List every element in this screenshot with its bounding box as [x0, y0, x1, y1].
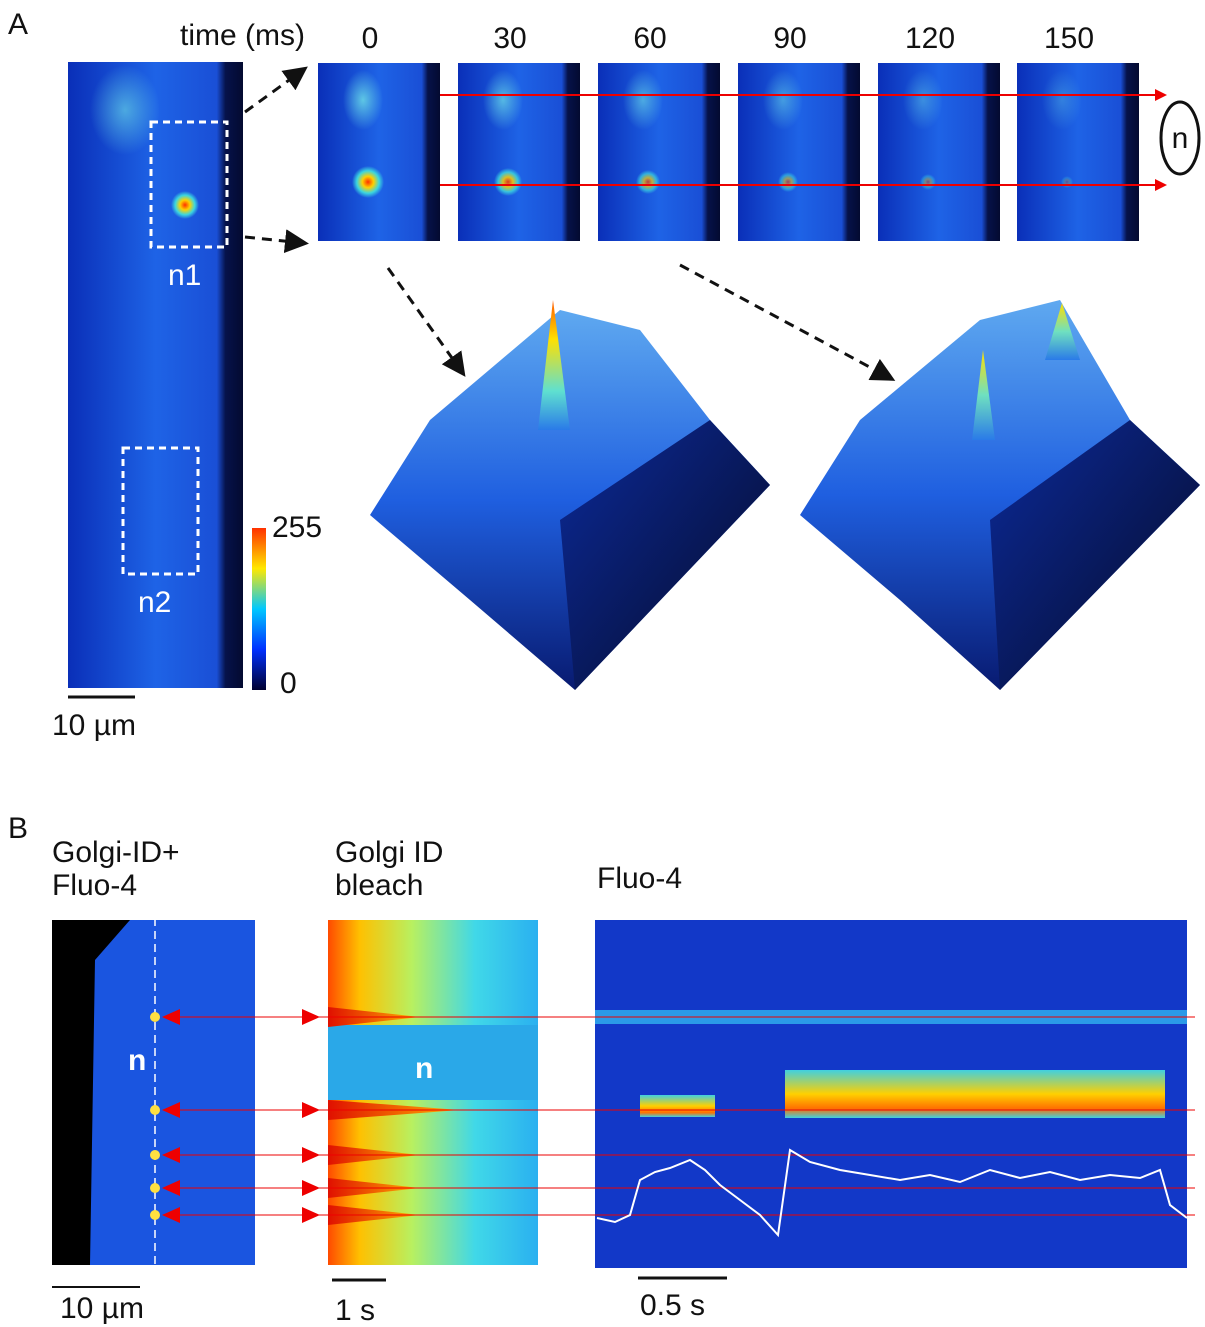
- fluo-band: [640, 1095, 715, 1117]
- frame-glow: [623, 70, 663, 130]
- fluo-band: [785, 1070, 1165, 1118]
- arrow-head: [302, 1147, 320, 1163]
- scale-bar-label: 10 µm: [52, 709, 136, 742]
- surface-plot: [800, 300, 1200, 690]
- scale-bar-label: 1 s: [335, 1294, 375, 1327]
- panel-title: Fluo-4: [597, 862, 682, 895]
- hot-spot: [171, 191, 199, 219]
- arrow-head: [302, 1009, 320, 1025]
- colorbar-max: 255: [272, 511, 322, 544]
- time-point: 60: [633, 22, 666, 55]
- frame-glow: [903, 70, 943, 130]
- time-label: time (ms): [180, 19, 305, 52]
- shape: [245, 237, 303, 243]
- colorbar-min: 0: [280, 667, 297, 700]
- golgi-spot: [150, 1012, 160, 1022]
- time-point: 120: [905, 22, 955, 55]
- time-point: 30: [493, 22, 526, 55]
- figure: A n1 n2 255 0 10 µm time (ms) 0 30 60 90 120…: [0, 0, 1205, 1327]
- time-frames: 0 30 60 90 120 150: [318, 22, 1139, 241]
- scale-bar-label: 10 µm: [60, 1292, 144, 1325]
- panel-title: Golgi-ID+: [52, 836, 180, 869]
- frame-spot: [494, 168, 522, 196]
- golgi-spot: [150, 1210, 160, 1220]
- shape: [680, 265, 890, 378]
- arrow-head: [302, 1102, 320, 1118]
- frame-spot: [636, 170, 660, 194]
- panel-title: Golgi ID: [335, 836, 443, 869]
- region-label: n2: [138, 586, 171, 619]
- panel-label: B: [8, 812, 28, 845]
- frame-spot: [352, 166, 384, 198]
- panel-title: bleach: [335, 869, 423, 902]
- panel-label: A: [8, 8, 28, 41]
- scale-bar-label: 0.5 s: [640, 1289, 705, 1322]
- time-point: 0: [362, 22, 379, 55]
- region-label: n1: [168, 259, 201, 292]
- frame-spot: [778, 172, 798, 192]
- golgi-spot: [150, 1150, 160, 1160]
- frame-spot: [1061, 176, 1073, 188]
- frame-marker: n: [1172, 122, 1189, 155]
- arrow-head: [302, 1207, 320, 1223]
- golgi-spot: [150, 1183, 160, 1193]
- golgi-spot: [150, 1105, 160, 1115]
- image-detail: [90, 65, 160, 155]
- shape: [388, 268, 462, 372]
- time-point: 90: [773, 22, 806, 55]
- frame-glow: [483, 70, 523, 130]
- arrow-head: [302, 1180, 320, 1196]
- panel-title: Fluo-4: [52, 869, 137, 902]
- shape: [245, 70, 303, 112]
- frame-spot: [920, 174, 936, 190]
- colorbar: [252, 528, 266, 690]
- frame-glow: [763, 70, 803, 130]
- nucleus-label: n: [128, 1044, 146, 1077]
- frame-glow: [343, 70, 383, 130]
- time-point: 150: [1044, 22, 1094, 55]
- frame-glow: [1042, 70, 1082, 130]
- surface-plot: [370, 300, 770, 690]
- nucleus-label: n: [415, 1052, 433, 1085]
